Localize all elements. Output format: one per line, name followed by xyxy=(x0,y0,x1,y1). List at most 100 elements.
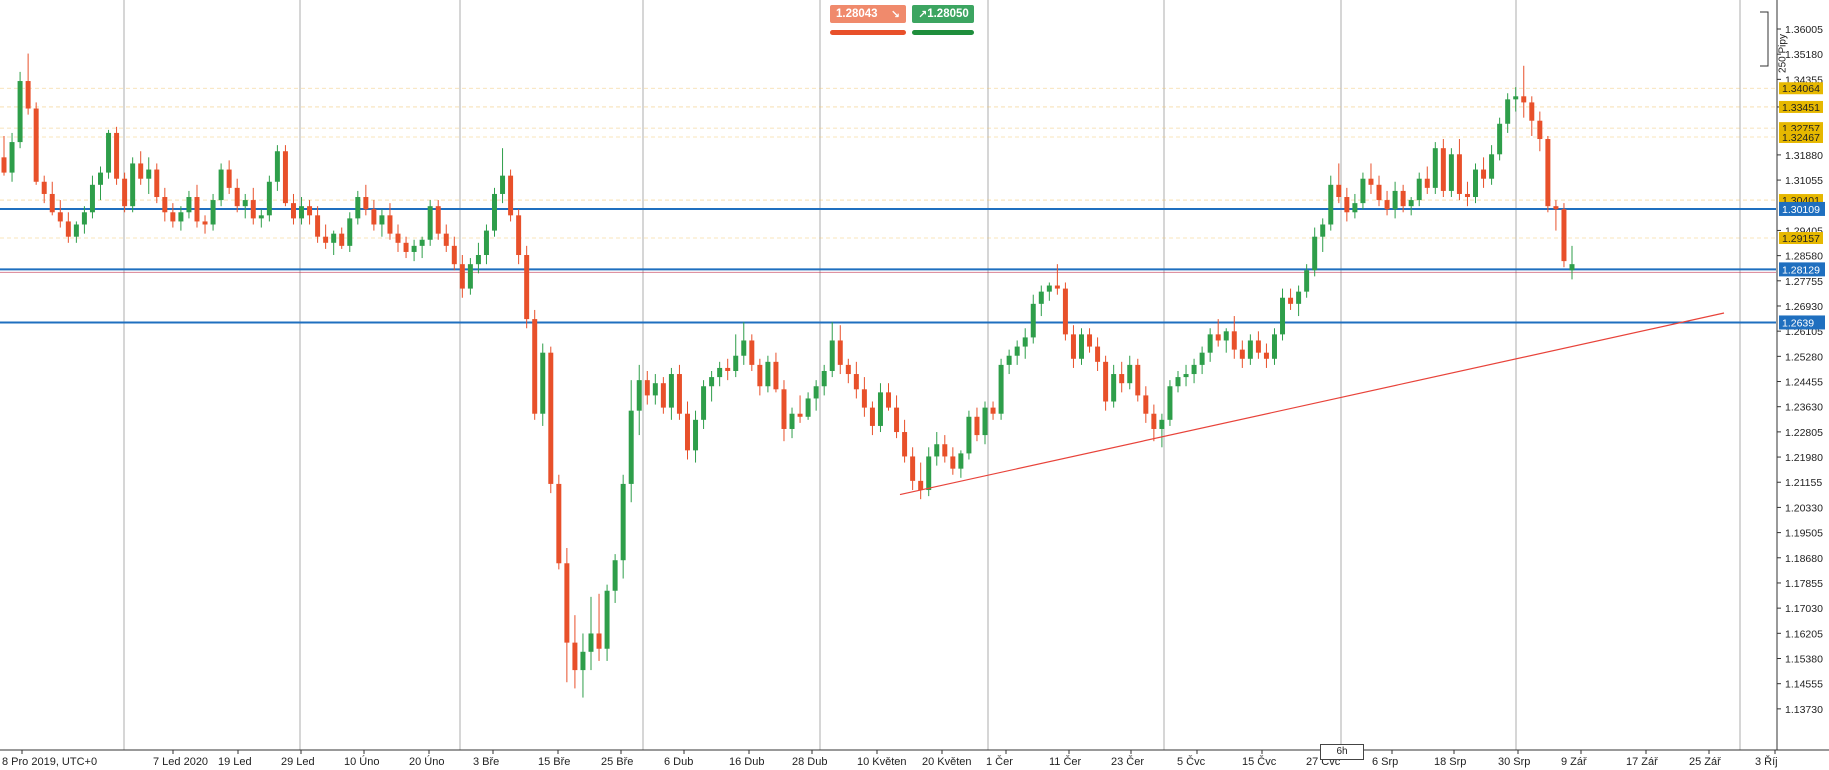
buy-price-button[interactable]: ↗ 1.28050 xyxy=(912,5,974,23)
candle xyxy=(419,236,425,259)
candle-body xyxy=(861,389,867,408)
arrow-down-right-icon: ↘ xyxy=(890,8,900,21)
candle xyxy=(1207,328,1213,362)
candle-body xyxy=(660,383,666,408)
candle-body xyxy=(829,340,835,371)
candle xyxy=(1368,163,1374,194)
candle-body xyxy=(1521,96,1527,103)
candle xyxy=(210,193,216,231)
candle-body xyxy=(379,215,385,225)
candle-body xyxy=(492,193,497,231)
candle-body xyxy=(250,200,256,219)
candle-body xyxy=(1280,297,1286,335)
candle xyxy=(1352,193,1358,219)
candle xyxy=(1392,181,1398,219)
candle xyxy=(532,309,538,420)
candle-body xyxy=(902,432,908,457)
candle xyxy=(765,355,771,393)
candle xyxy=(1119,361,1125,393)
candle xyxy=(628,380,634,503)
candle-body xyxy=(210,200,216,225)
candle-body xyxy=(1344,197,1350,213)
candle xyxy=(467,258,473,295)
candle-body xyxy=(628,410,634,484)
candle xyxy=(877,383,883,433)
candles xyxy=(1,53,1575,698)
candle xyxy=(612,554,618,603)
candle xyxy=(934,432,940,466)
candle xyxy=(1247,334,1253,365)
candle xyxy=(1545,135,1551,213)
candle-body xyxy=(1545,139,1551,207)
candle-body xyxy=(877,392,883,426)
candle-body xyxy=(1215,334,1221,341)
candle-body xyxy=(805,398,811,417)
y-tick-label: 1.31055 xyxy=(1785,175,1823,187)
candle-body xyxy=(676,374,682,414)
candle xyxy=(339,227,345,249)
price-tags: 1.340641.334511.327571.324671.304011.291… xyxy=(1779,82,1825,330)
x-tick-label: 17 Zář xyxy=(1626,756,1658,768)
candle xyxy=(475,242,481,274)
x-tick-label: 5 Čvc xyxy=(1177,755,1206,768)
sell-price-button[interactable]: 1.28043 ↘ xyxy=(830,5,906,23)
candle xyxy=(821,364,827,396)
y-tick-label: 1.35180 xyxy=(1785,49,1823,61)
candle-body xyxy=(1079,334,1084,359)
candle xyxy=(202,215,208,234)
candle-body xyxy=(1432,148,1438,188)
x-tick-label: 20 Květen xyxy=(922,756,972,768)
candle xyxy=(1079,328,1084,365)
candle xyxy=(749,334,755,371)
candle-body xyxy=(741,340,747,356)
candle-body xyxy=(435,206,441,234)
candle-body xyxy=(701,386,707,420)
candle xyxy=(1344,187,1350,222)
line-price-tag xyxy=(1779,262,1825,277)
candle xyxy=(813,380,819,411)
y-tick-label: 1.23630 xyxy=(1785,402,1823,414)
candle xyxy=(395,224,401,252)
candle xyxy=(572,615,578,689)
candle xyxy=(97,166,103,201)
candle xyxy=(65,212,71,243)
candle xyxy=(146,157,152,194)
candle xyxy=(693,410,699,463)
candle-body xyxy=(749,340,755,365)
candle-body xyxy=(1159,419,1165,429)
x-tick-label: 3 Říj xyxy=(1755,755,1778,768)
candle xyxy=(427,200,433,246)
y-tick-label: 1.22805 xyxy=(1785,427,1823,439)
y-tick-label: 1.20330 xyxy=(1785,502,1823,514)
y-tick-label: 1.17030 xyxy=(1785,603,1823,615)
candle-body xyxy=(331,233,337,243)
level-price-tag xyxy=(1779,82,1823,95)
candle-body xyxy=(1456,154,1462,194)
candle-body xyxy=(1014,346,1020,356)
candle-body xyxy=(1304,270,1310,292)
candle xyxy=(1014,340,1020,365)
candle xyxy=(315,206,321,243)
candle-body xyxy=(1062,288,1068,335)
candle-body xyxy=(1569,264,1575,271)
candle xyxy=(1143,386,1149,423)
candle xyxy=(540,343,546,426)
candle-body xyxy=(89,184,95,213)
candle xyxy=(845,358,851,384)
timeframe-selector[interactable]: 6h xyxy=(1320,744,1364,760)
candle-body xyxy=(282,151,288,204)
candle xyxy=(1087,328,1093,353)
candle-body xyxy=(1095,346,1101,362)
candle-body xyxy=(1207,334,1213,353)
level-price-tag-label: 1.34064 xyxy=(1782,83,1820,95)
x-tick-label: 11 Čer xyxy=(1049,755,1082,768)
candle xyxy=(797,395,803,423)
candle-body xyxy=(974,416,980,436)
candle-body xyxy=(588,633,594,652)
candle-body xyxy=(73,224,79,237)
candle-body xyxy=(532,319,538,414)
candle xyxy=(861,377,867,417)
candle xyxy=(1280,288,1286,341)
candle-body xyxy=(17,81,23,143)
